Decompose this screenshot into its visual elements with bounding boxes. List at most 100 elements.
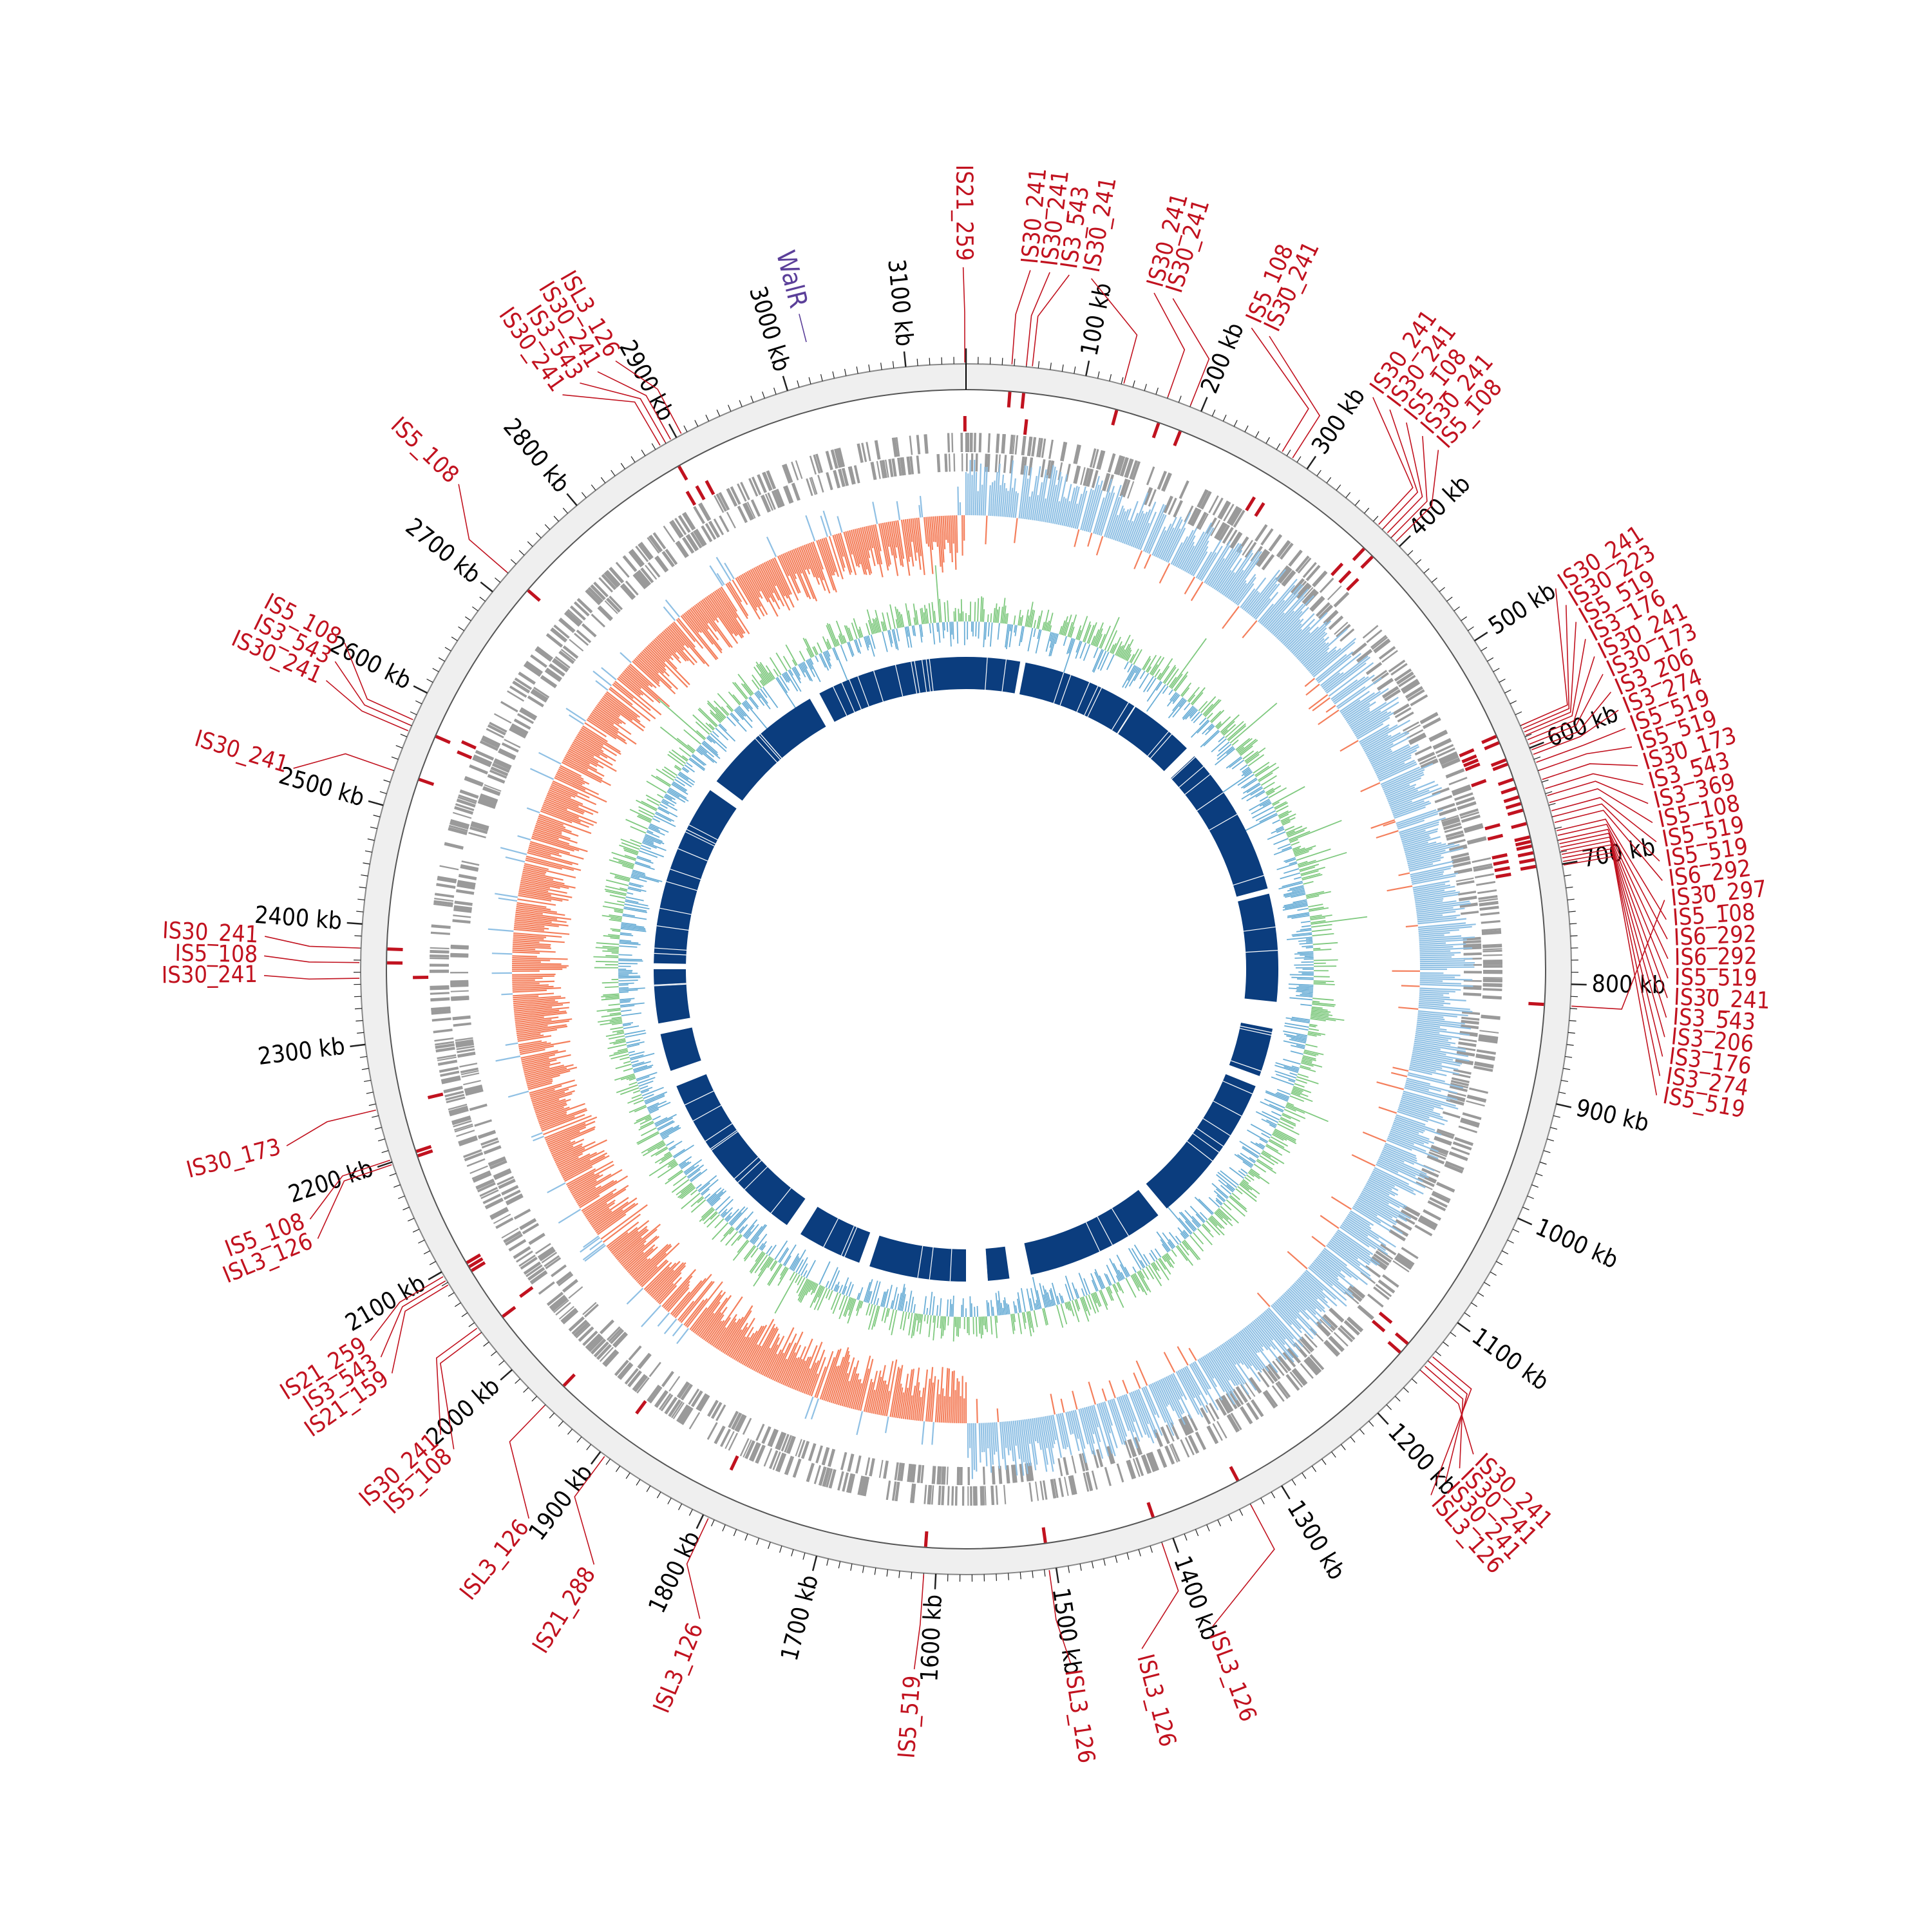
gc-skew-bar <box>869 1390 876 1414</box>
gc-skew-bar <box>1409 860 1454 872</box>
cds-feature <box>1006 1465 1010 1484</box>
gc-content-bar <box>947 1316 949 1326</box>
gc-skew-bar <box>1417 914 1443 919</box>
gc-content-bar <box>1265 1145 1283 1156</box>
gc-skew-bar <box>653 1265 687 1300</box>
gc-skew-bar <box>1411 1057 1442 1065</box>
cds-feature <box>1409 734 1427 745</box>
gc-skew-bar <box>1083 475 1100 531</box>
cds-feature <box>705 523 717 540</box>
gc-skew-bar <box>724 562 735 580</box>
cds-feature <box>628 1345 642 1361</box>
gc-content-bar <box>641 1086 664 1097</box>
gc-skew-bar <box>572 741 613 766</box>
cds-feature <box>1304 1359 1318 1375</box>
gc-content-bar <box>682 766 690 772</box>
gc-content-bar <box>805 1281 813 1296</box>
gc-skew-bar <box>1395 1116 1435 1132</box>
gc-content-bar <box>1291 1090 1309 1097</box>
gc-skew-bar <box>1189 1363 1208 1396</box>
gc-content-bar <box>1274 1128 1296 1141</box>
gc-skew-bar <box>533 1099 560 1109</box>
cds-feature <box>1455 796 1475 806</box>
cds-feature <box>439 1066 459 1073</box>
gc-skew-bar <box>834 1354 851 1405</box>
cds-feature <box>750 499 761 517</box>
cds-feature <box>1228 1390 1241 1408</box>
cds-feature <box>731 1412 742 1430</box>
cds-feature <box>1312 570 1326 586</box>
minor-tick <box>1074 366 1076 374</box>
gc-skew-bar <box>1416 1031 1461 1039</box>
gc-skew-bar <box>594 1202 636 1233</box>
gc-skew-bar <box>1102 1401 1118 1448</box>
cds-feature <box>625 580 639 596</box>
gc-content-bar <box>702 741 719 756</box>
is-element-mark <box>1490 758 1507 767</box>
gc-content-bar <box>689 757 706 770</box>
scale-ticks <box>346 348 1587 1589</box>
gc-content-bar <box>1061 616 1068 636</box>
gc-content-bar <box>838 1294 846 1311</box>
gc-skew-bar <box>1222 606 1240 629</box>
gc-skew-bar <box>523 866 547 874</box>
gc-skew-bar <box>538 815 564 826</box>
cds-feature <box>1249 1378 1260 1394</box>
gc-skew-bar <box>1287 1289 1322 1324</box>
gc-skew-bar <box>1121 500 1139 544</box>
is-connector-line <box>1542 763 1638 781</box>
gc-skew-bar <box>518 895 552 902</box>
major-tick <box>346 922 363 925</box>
gc-skew-bar <box>1389 790 1430 806</box>
gc-skew-bar <box>1003 488 1007 517</box>
gc-skew-bar <box>1417 1010 1468 1017</box>
cds-feature <box>489 1207 508 1218</box>
gc-skew-bar <box>1235 1334 1263 1370</box>
gc-skew-bar <box>512 979 535 981</box>
cds-feature <box>1343 1320 1360 1336</box>
cds-feature <box>1148 489 1157 507</box>
gc-content-bar <box>714 700 729 716</box>
cds-feature <box>1366 629 1383 643</box>
gc-skew-bar <box>513 1007 553 1012</box>
cds-feature <box>552 659 568 672</box>
minor-tick <box>458 626 465 631</box>
gc-content-bar <box>1159 665 1170 681</box>
cds-feature <box>554 656 571 669</box>
is-element-mark <box>1492 762 1508 772</box>
cds-feature <box>1442 759 1461 769</box>
gc-content-bar <box>1111 643 1117 654</box>
gc-content-bar <box>711 1197 721 1207</box>
gc-skew-bar <box>537 817 566 829</box>
gc-content-bar <box>1215 1188 1228 1199</box>
gc-skew-bar <box>1220 572 1235 594</box>
cds-feature <box>1482 984 1502 987</box>
gc-content-bar <box>636 1114 650 1122</box>
gc-skew-bar <box>668 625 690 649</box>
gc-skew-bar <box>529 1079 575 1094</box>
gc-content-bar <box>1281 818 1290 823</box>
gc-content-bar <box>913 1313 918 1336</box>
gc-skew-bar <box>1312 641 1356 677</box>
gc-content-bar <box>1059 625 1063 635</box>
cds-feature <box>778 1432 787 1451</box>
cds-feature <box>541 1251 558 1264</box>
gc-skew-bar <box>535 822 562 833</box>
gc-skew-bar <box>1274 595 1314 638</box>
minor-tick <box>410 711 417 715</box>
cds-feature <box>1116 456 1126 476</box>
gc-content-bar <box>638 814 652 822</box>
gc-skew-bar <box>761 1344 779 1376</box>
gc-content-bar <box>1299 1066 1316 1072</box>
gc-content-bar <box>1153 1262 1160 1271</box>
cds-feature <box>457 1048 475 1054</box>
minor-tick <box>826 1558 829 1566</box>
gc-content-bar <box>826 639 832 649</box>
gc-content-bar <box>871 1305 879 1330</box>
gc-skew-bar <box>1341 692 1375 715</box>
gc-skew-bar <box>985 515 988 545</box>
gc-content-bar <box>1258 772 1273 782</box>
gc-content-bar <box>601 981 619 984</box>
gc-content-bar <box>1208 724 1214 730</box>
gc-content-bar <box>1288 987 1314 990</box>
